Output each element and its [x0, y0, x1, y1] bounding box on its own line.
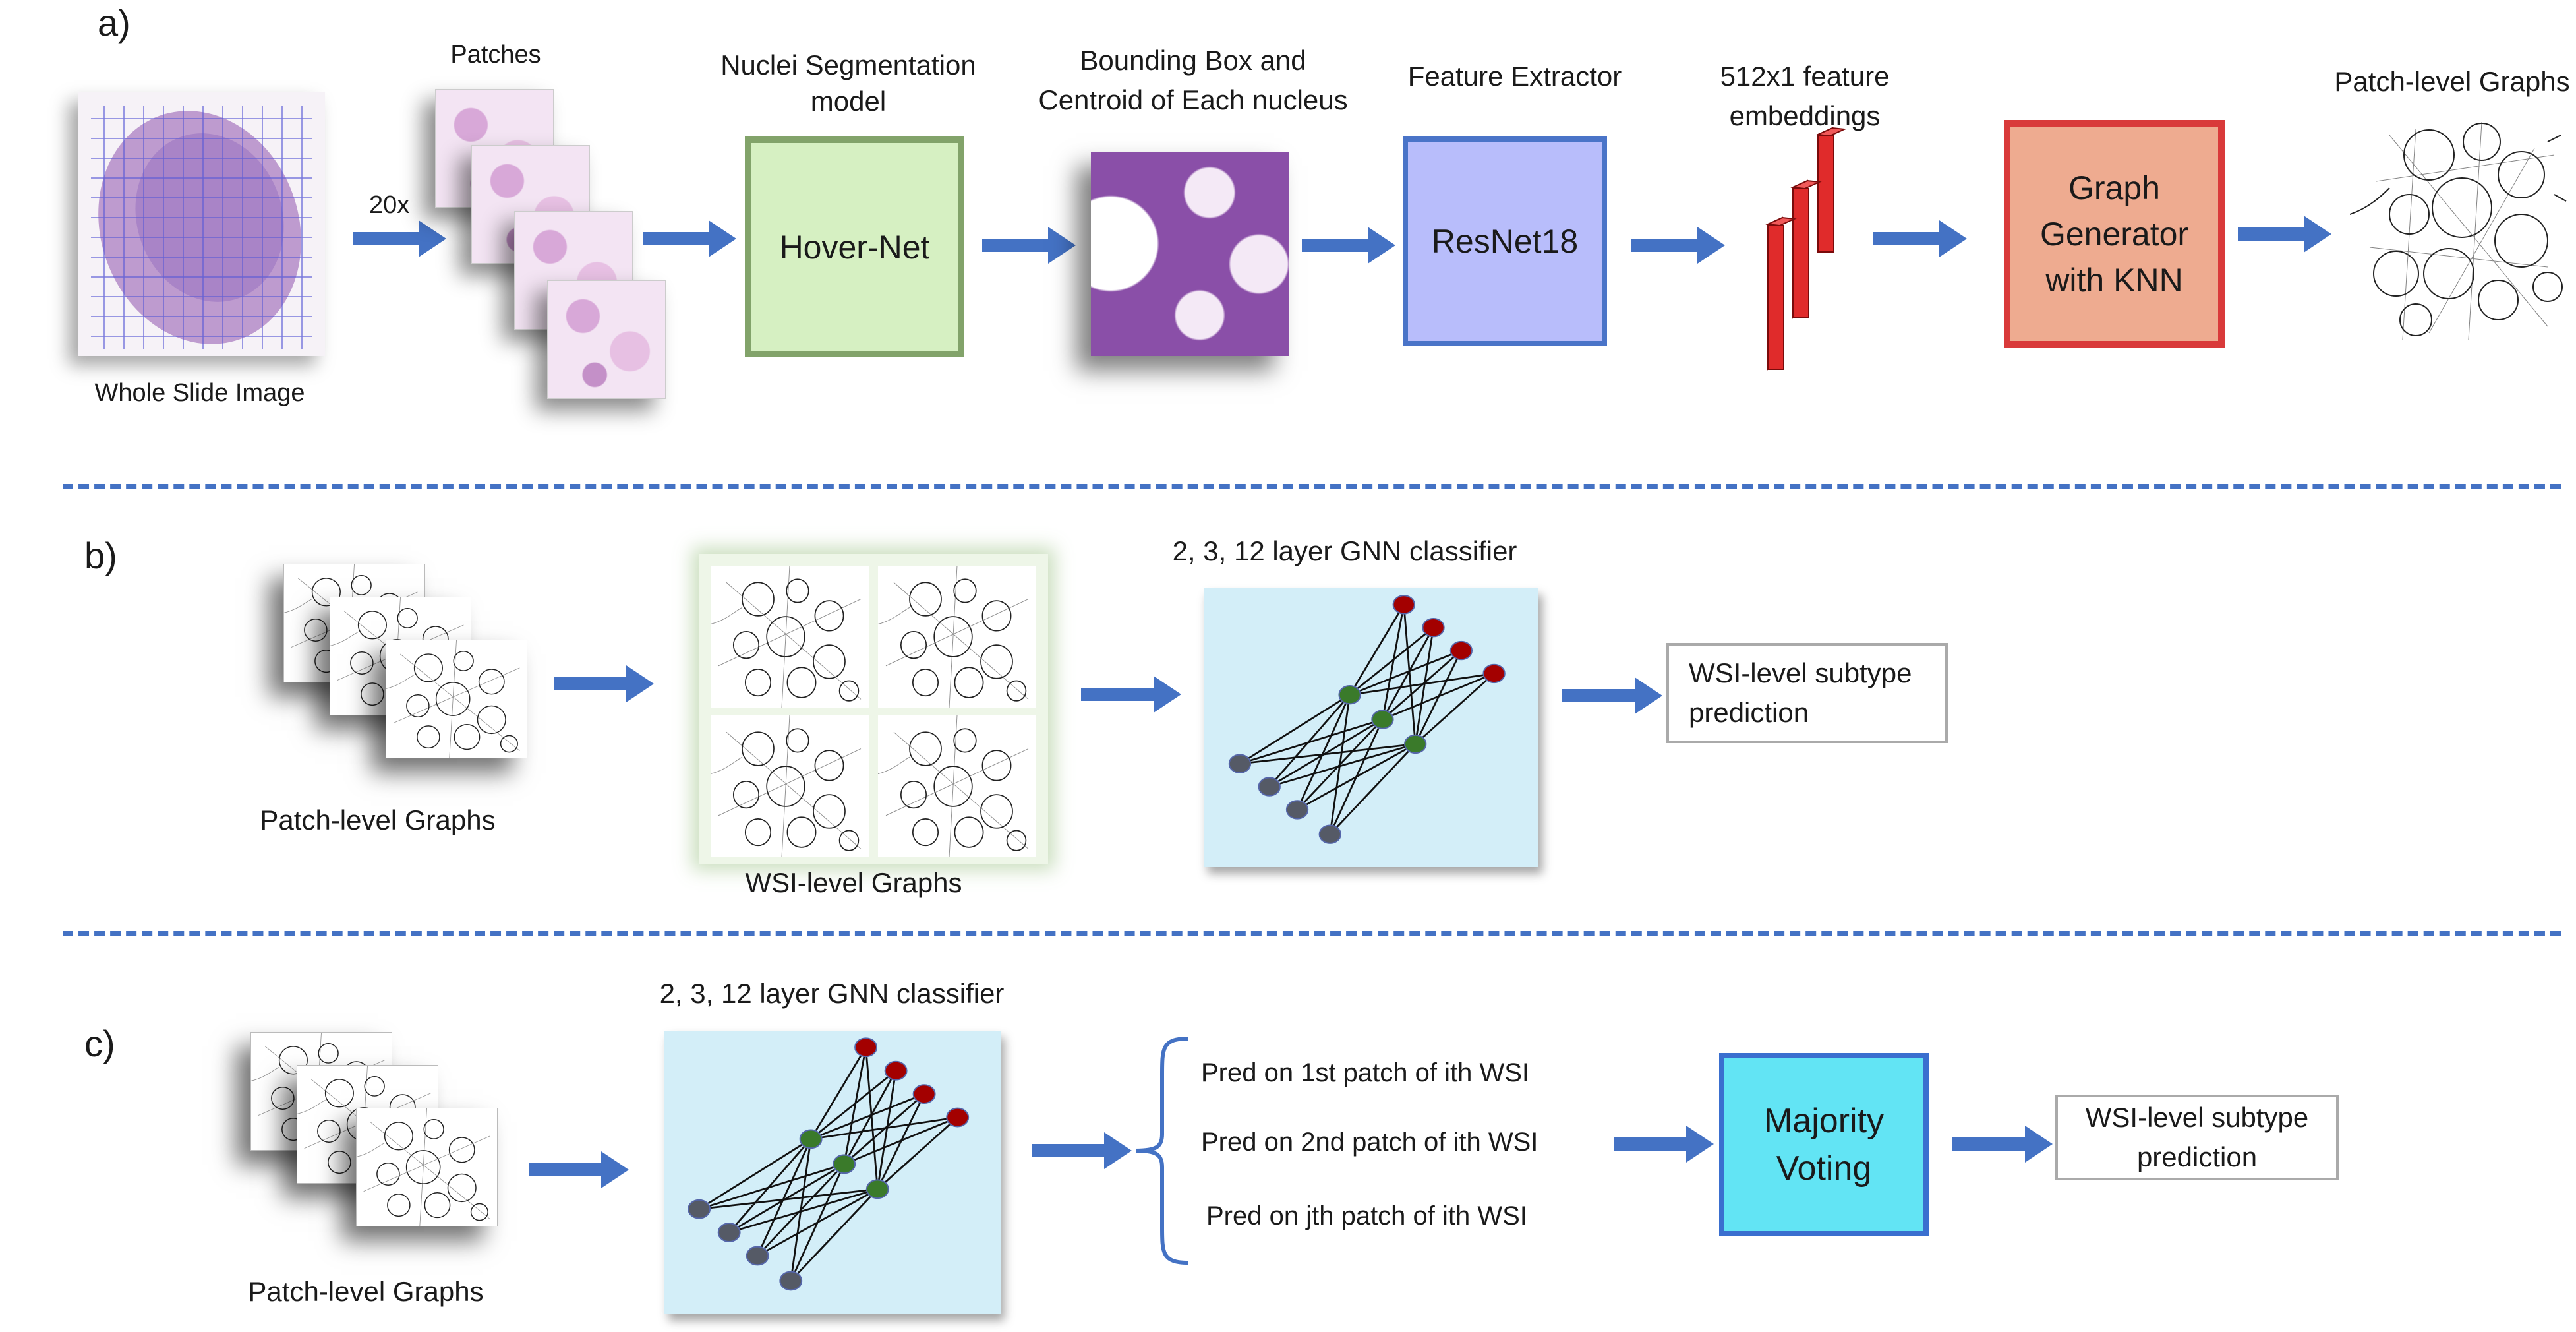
gnn-hidden-node [1338, 685, 1361, 705]
magnification-label: 20x [369, 191, 410, 219]
prediction-c-line-1: WSI-level subtype [2085, 1102, 2309, 1133]
gnn-title-c: 2, 3, 12 layer GNN classifier [659, 978, 1005, 1009]
gnn-hidden-node [833, 1154, 856, 1174]
prediction-b-line-1: WSI-level subtype [1689, 657, 1912, 688]
embedding-title-1: 512x1 feature [1720, 61, 1890, 92]
feature-embedding-bars [1760, 125, 1865, 376]
majority-voting-box: Majority Voting [1719, 1053, 1929, 1236]
whole-slide-caption: Whole Slide Image [94, 379, 305, 407]
seg-model-title-1: Nuclei Segmentation [720, 49, 976, 80]
pred-jth-patch: Pred on jth patch of ith WSI [1206, 1201, 1527, 1230]
divider-2 [63, 931, 2561, 936]
gnn-output-node [1392, 595, 1415, 615]
wsi-prediction-box-b: WSI-level subtype prediction [1666, 643, 1948, 743]
gnn-output-node [884, 1060, 908, 1081]
gnn-input-node [688, 1199, 711, 1219]
output-title: Patch-level Graphs [2334, 66, 2570, 97]
gnn-hidden-node [1371, 710, 1394, 729]
gnn-title-b: 2, 3, 12 layer GNN classifier [1172, 535, 1517, 566]
gnn-output-node [1422, 618, 1445, 638]
wsi-graph-tile-4 [877, 715, 1036, 858]
patch-graphs-caption-c: Patch-level Graphs [248, 1276, 484, 1307]
gnn-hidden-node [799, 1129, 823, 1149]
patch-graph-b-3 [386, 640, 527, 758]
extractor-title: Feature Extractor [1407, 61, 1622, 92]
hovernet-box: Hover-Net [745, 136, 964, 357]
generator-line-3: with KNN [2045, 261, 2183, 299]
gnn-hidden-node [865, 1179, 889, 1199]
gnn-input-node [1318, 824, 1341, 844]
gnn-input-node [1228, 754, 1252, 773]
generator-line-1: Graph [2068, 169, 2160, 206]
gnn-output-node [1449, 640, 1473, 661]
gnn-output-node [854, 1037, 878, 1058]
panel-a-label: a) [98, 2, 131, 44]
resnet-box: ResNet18 [1403, 136, 1607, 346]
whole-slide-image [78, 92, 325, 356]
gnn-classifier-b [1204, 588, 1538, 867]
gnn-output-node [912, 1084, 936, 1105]
gnn-output-node [946, 1107, 970, 1128]
gnn-output-node [1482, 663, 1506, 684]
divider-1 [63, 484, 2561, 489]
wsi-graphs-caption: WSI-level Graphs [745, 867, 962, 898]
pred-2nd-patch: Pred on 2nd patch of ith WSI [1201, 1128, 1538, 1157]
bbox-title-1: Bounding Box and [1080, 45, 1306, 76]
wsi-prediction-box-c: WSI-level subtype prediction [2055, 1095, 2339, 1180]
pred-1st-patch: Pred on 1st patch of ith WSI [1201, 1058, 1530, 1087]
voting-line-2: Voting [1776, 1149, 1872, 1188]
voting-line-1: Majority [1763, 1102, 1885, 1140]
graph-generator-box: Graph Generator with KNN [2004, 120, 2225, 348]
embedding-title-2: embeddings [1729, 100, 1881, 131]
patch-4 [547, 280, 666, 399]
panel-c-label: c) [84, 1023, 115, 1064]
gnn-input-node [717, 1223, 741, 1242]
wsi-graph-tile-1 [710, 565, 869, 708]
prediction-c-line-2: prediction [2136, 1141, 2258, 1172]
panel-b-label: b) [84, 535, 117, 576]
patch-graphs-caption-b: Patch-level Graphs [260, 804, 496, 835]
gnn-input-node [746, 1246, 769, 1266]
wsi-level-graphs [699, 554, 1048, 864]
prediction-brace [1132, 1035, 1192, 1266]
prediction-b-line-2: prediction [1689, 697, 1809, 728]
gnn-input-node [779, 1271, 803, 1291]
bbox-title-2: Centroid of Each nucleus [1038, 84, 1348, 115]
gnn-input-node [1258, 777, 1281, 797]
gnn-input-node [1285, 800, 1309, 820]
patches-caption: Patches [450, 41, 541, 69]
seg-model-title-2: model [810, 86, 887, 117]
wsi-graph-tile-2 [877, 565, 1036, 708]
nuclei-segmentation-image [1091, 152, 1289, 356]
generator-line-2: Generator [2039, 215, 2189, 253]
gnn-hidden-node [1404, 734, 1427, 754]
patch-level-graph-image [2349, 115, 2567, 346]
patch-graph-c-3 [356, 1108, 498, 1226]
gnn-classifier-c [664, 1031, 1001, 1314]
wsi-graph-tile-3 [710, 715, 869, 858]
